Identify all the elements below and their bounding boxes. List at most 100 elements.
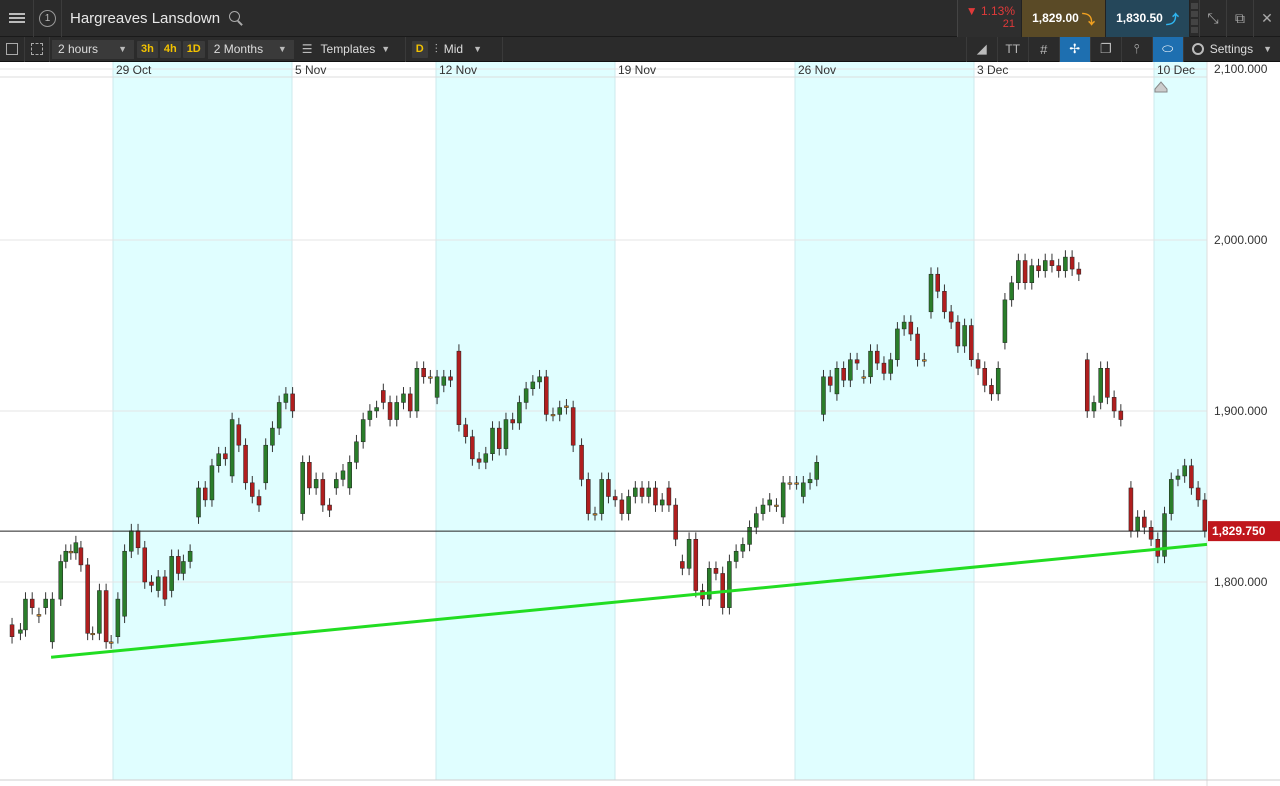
candle [223,446,228,466]
candle [530,375,536,396]
candle [334,472,339,495]
candle-body [557,407,562,415]
grid-icon[interactable]: # [1027,36,1059,62]
price-mode-select[interactable]: ⫶ Mid ▼ [429,36,503,62]
candle-body [176,556,181,574]
candle-body [713,568,719,574]
candle-body [740,544,746,552]
copy-icon[interactable]: ❐ [1089,36,1121,62]
candle [97,583,102,641]
candle [90,626,95,641]
candle-body [619,499,625,514]
candle [115,592,121,644]
scroll-marker-icon[interactable] [1154,81,1168,93]
list-view-icon[interactable] [0,36,25,62]
candle-body [229,419,235,477]
candle-body [1002,299,1008,343]
candle [814,455,820,487]
candle [1162,506,1167,564]
current-price-label: 1,829.750 [1212,524,1266,538]
templates-icon: ☰ [301,42,313,56]
price-mode-label: Mid [443,42,464,56]
candle [686,532,692,576]
candle-body [1148,527,1154,540]
candle-body [935,273,940,292]
instrument-title[interactable]: Hargreaves Lansdown [70,9,221,27]
close-icon[interactable]: ✕ [1253,0,1280,37]
candle [1049,253,1055,273]
candle-body [9,624,15,637]
candle-body [807,479,813,484]
candle-body [1091,402,1097,412]
candle-body [1042,260,1048,272]
hamburger-menu-icon[interactable] [0,0,34,37]
settings-menu[interactable]: Settings ▼ [1182,36,1280,62]
crosshair-icon[interactable]: ✢ [1058,36,1090,62]
candle [599,472,604,521]
candle [713,561,719,581]
range-select[interactable]: 2 Months ▼ [207,39,294,59]
candle [517,395,522,430]
candle [236,417,242,453]
interval-select[interactable]: 2 hours ▼ [52,39,134,59]
candle [1098,361,1103,410]
candle-body [975,359,981,369]
candle-body [276,402,282,429]
trend-line[interactable] [50,542,1208,659]
candles-icon: ⫶ [434,41,438,56]
candle [476,452,482,470]
candle [948,304,954,329]
timeframe-1d[interactable]: 1D [182,40,205,58]
layout-icon[interactable] [25,36,50,62]
sell-button[interactable]: 1,829.00 ⤵ [1021,0,1105,37]
x-axis-labels: 29 Oct 5 Nov 12 Nov 19 Nov 26 Nov 3 Dec 10 Dec [116,63,1195,77]
candle [787,475,793,490]
candle-body [1022,260,1028,284]
minimize-icon[interactable]: ⤡ [1199,0,1226,37]
candle [122,544,127,624]
candle [63,544,69,569]
candle-body [570,407,576,446]
candle [955,315,961,353]
tag-icon[interactable]: ⬭ [1151,36,1183,62]
candle [414,361,420,418]
chart-canvas[interactable]: 29 Oct 5 Nov 12 Nov 19 Nov 26 Nov 3 Dec 10 Dec… [0,62,1280,786]
candle-body [483,453,489,463]
candle [633,481,638,504]
week-shade [1154,62,1207,780]
candle-body [592,513,598,516]
candle-body [1063,256,1068,272]
candle-body [155,576,161,591]
price-change: ▼ 1.13% 21 [957,0,1021,37]
indicator-icon[interactable]: ⫯ [1120,36,1152,62]
y-tick-label: 1,800.000 [1214,575,1268,589]
timeframe-3h[interactable]: 3h [137,40,158,58]
draw-line-icon[interactable]: ◢ [965,36,997,62]
y-tick-label: 2,000.000 [1214,233,1268,247]
candle [407,387,413,418]
info-circle-icon[interactable]: 1 [34,0,62,37]
sell-price: 1,829.00 [1032,11,1079,25]
candle [1091,395,1097,418]
candle-body [787,482,793,485]
popout-icon[interactable]: ⧉ [1226,0,1253,37]
d-badge[interactable]: D [411,40,428,58]
candle [441,369,447,393]
timeframe-4h[interactable]: 4h [159,40,181,58]
candle-body [821,376,826,415]
candle [209,458,215,507]
y-tick-label: 1,900.000 [1214,404,1268,418]
candle [36,607,42,624]
candle [901,315,907,336]
templates-menu[interactable]: ☰ Templates ▼ [296,36,406,62]
candle [612,489,618,507]
candle [1036,258,1041,278]
depth-indicator[interactable] [1189,0,1199,37]
buy-button[interactable]: 1,830.50 ⤴ [1105,0,1189,37]
candle [263,438,268,490]
text-tool-icon[interactable]: TT [996,36,1028,62]
candle-body [1105,368,1110,398]
search-icon[interactable] [228,10,244,26]
candle-body [78,547,84,566]
price-chart[interactable]: 29 Oct 5 Nov 12 Nov 19 Nov 26 Nov 3 Dec 10 Dec… [0,62,1280,786]
